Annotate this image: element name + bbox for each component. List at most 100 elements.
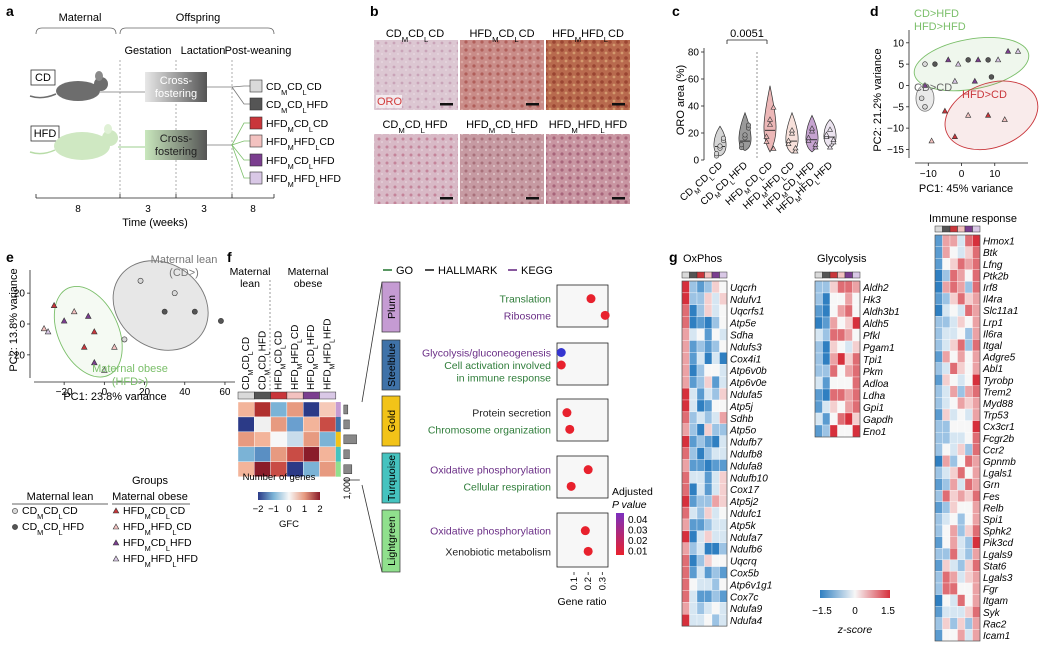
f-module-tab bbox=[381, 395, 401, 447]
gene-label: Uqcrh bbox=[730, 283, 757, 294]
g-heat-cell bbox=[844, 328, 853, 342]
g-heat-cell bbox=[942, 385, 951, 398]
g-group-swatch bbox=[681, 271, 690, 279]
g-heat-cell bbox=[972, 420, 981, 433]
g-heat-cell bbox=[964, 385, 973, 398]
f-module-tab bbox=[381, 509, 401, 573]
g-heat-cell bbox=[949, 524, 958, 537]
mouse-cd-icon bbox=[29, 71, 108, 101]
g-heat-cell bbox=[681, 364, 690, 377]
f-enrichment-dot bbox=[565, 424, 575, 434]
g-group-swatch bbox=[689, 271, 698, 279]
g-heat-cell bbox=[681, 471, 690, 484]
g-heat-cell bbox=[704, 423, 713, 436]
g-heat-cell bbox=[949, 513, 958, 526]
g-heat-cell bbox=[972, 548, 981, 560]
group-label: HFDMCDLHFD bbox=[266, 155, 335, 171]
g-heat-cell bbox=[696, 340, 705, 353]
g-heat-cell bbox=[814, 400, 823, 414]
gene-label: Aldh5 bbox=[862, 319, 889, 330]
legend-go: GO bbox=[396, 265, 414, 277]
g-heat-cell bbox=[696, 495, 705, 508]
g-heat-cell bbox=[704, 554, 713, 567]
d-point bbox=[1014, 47, 1022, 54]
gene-label: Cox5b bbox=[730, 569, 759, 580]
group-swatch bbox=[249, 79, 263, 93]
panel-label-f: f bbox=[227, 249, 232, 265]
g-heat-cell bbox=[942, 478, 951, 491]
gene-label: Ndufb8 bbox=[730, 450, 763, 461]
gfc-tick: 1 bbox=[302, 504, 307, 515]
g-heat-cell bbox=[942, 466, 951, 479]
z-tick-low: −1.5 bbox=[812, 606, 832, 617]
f-term: Oxidative phosphorylation bbox=[430, 526, 551, 538]
scale-bar bbox=[526, 197, 539, 200]
g-heat-cell bbox=[942, 350, 951, 363]
g-heat-cell bbox=[681, 376, 690, 389]
d-point bbox=[965, 57, 971, 63]
violin-point bbox=[805, 137, 812, 143]
d-point bbox=[994, 56, 1002, 63]
g-heat-cell bbox=[689, 399, 698, 413]
g-heat-cell bbox=[934, 548, 943, 560]
panel-label-e: e bbox=[6, 249, 14, 265]
g-heat-cell bbox=[972, 269, 981, 282]
d-point bbox=[975, 56, 982, 63]
legend-marker bbox=[12, 524, 18, 530]
f-heat-cell bbox=[254, 446, 271, 462]
g-group-swatch bbox=[972, 225, 981, 233]
f-dot-panel bbox=[556, 512, 609, 568]
g-heat-cell bbox=[964, 432, 973, 444]
g-heat-cell bbox=[949, 269, 958, 282]
g-heat-cell bbox=[957, 501, 966, 514]
g-heat-cell bbox=[711, 518, 720, 532]
e-point bbox=[121, 336, 128, 343]
legend-marker bbox=[112, 539, 120, 546]
f-number-of-genes: Number of genes bbox=[243, 472, 316, 483]
g-heat-cell bbox=[844, 388, 853, 402]
g-heat-cell bbox=[957, 397, 966, 410]
g-heat-cell bbox=[711, 328, 720, 341]
gene-label: Irf8 bbox=[983, 283, 998, 294]
g-heat-cell bbox=[829, 400, 838, 414]
f-module-swatch bbox=[335, 461, 341, 477]
source-legend: GO HALLMARK KEGG bbox=[383, 265, 553, 277]
g-heat-cell bbox=[934, 617, 943, 630]
g-group-swatch bbox=[814, 271, 823, 279]
g-heat-cell bbox=[949, 316, 958, 328]
g-heat-cell bbox=[719, 506, 728, 520]
cross-fostering-cd-line1: Cross- bbox=[160, 75, 193, 87]
g-heat-cell bbox=[934, 501, 943, 514]
g-heat-cell bbox=[696, 483, 705, 496]
g-heat-cell bbox=[957, 339, 966, 352]
f-heat-cell bbox=[303, 416, 320, 433]
g-heat-cell bbox=[934, 339, 943, 352]
f-module-name: Turquoise bbox=[386, 455, 398, 501]
g-heat-cell bbox=[934, 292, 943, 305]
g-heat-cell bbox=[972, 478, 981, 491]
e-point bbox=[44, 328, 52, 335]
legend-obese-header: Maternal obese bbox=[112, 491, 188, 503]
f-heat-cell bbox=[270, 401, 288, 418]
g-heat-cell bbox=[844, 340, 853, 354]
g-heat-cell bbox=[972, 374, 981, 386]
gene-label: Gapdh bbox=[863, 415, 893, 426]
f-heat-cell bbox=[237, 431, 255, 448]
g-heat-cell bbox=[719, 435, 728, 448]
histology-image bbox=[460, 134, 544, 204]
g-heat-cell bbox=[837, 424, 846, 438]
g-heat-cell bbox=[957, 258, 966, 270]
g-heat-cell bbox=[972, 246, 981, 259]
gene-label: Il6ra bbox=[983, 329, 1003, 340]
gene-label: Pfkl bbox=[863, 331, 880, 342]
violin-point bbox=[770, 145, 777, 151]
g-heat-cell bbox=[964, 490, 973, 502]
cross-fostering-cd-line2: fostering bbox=[155, 88, 197, 100]
gene-label: Btk bbox=[983, 248, 998, 259]
g-heat-cell bbox=[681, 542, 690, 555]
f-heat-cell bbox=[303, 446, 320, 462]
panel-f: f Maternal lean Maternal obese CDMCDLCDC… bbox=[227, 249, 653, 608]
e-point bbox=[218, 318, 224, 324]
g-heat-cell bbox=[964, 513, 973, 526]
offspring-heading: Offspring bbox=[176, 12, 220, 24]
